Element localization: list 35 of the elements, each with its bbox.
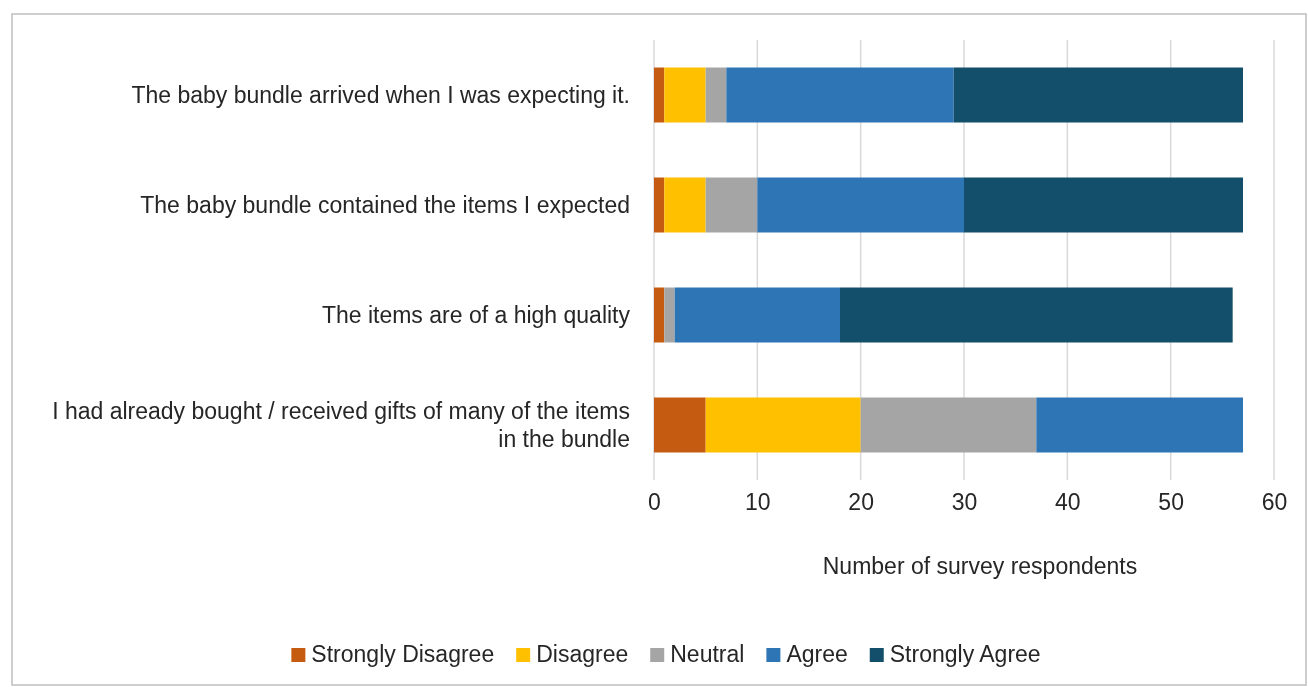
bar: [654, 67, 665, 123]
bar: [757, 177, 964, 233]
legend-label: Strongly Disagree: [311, 641, 495, 667]
x-tick-label: 60: [1261, 489, 1288, 516]
bar: [674, 287, 840, 343]
x-tick-label: 40: [1055, 489, 1081, 516]
bar: [664, 177, 706, 233]
bar: [953, 67, 1243, 123]
bar: [860, 397, 1037, 453]
bar: [1036, 397, 1243, 453]
legend-label: Disagree: [536, 641, 629, 667]
bar: [654, 287, 665, 343]
bar: [705, 67, 727, 123]
x-tick-label: 50: [1158, 489, 1184, 516]
y-tick-label: The baby bundle contained the items I expected: [140, 192, 630, 218]
x-tick-label: 0: [648, 489, 661, 516]
x-tick-label: 30: [951, 489, 978, 516]
y-tick-label: The items are of a high quality: [321, 302, 631, 328]
legend-label: Neutral: [670, 641, 745, 667]
bar: [964, 177, 1243, 233]
bar: [726, 67, 954, 123]
bar: [654, 177, 665, 233]
bar: [705, 177, 758, 233]
y-tick-label: The baby bundle arrived when I was expecting it.: [131, 82, 630, 108]
x-axis-title: Number of survey respondents: [822, 553, 1138, 579]
bar: [840, 287, 1233, 343]
bar: [654, 397, 706, 453]
y-tick-label: I had already bought / received gifts of many of the items in the bundle: [52, 398, 630, 452]
x-tick-label: 10: [745, 489, 771, 516]
x-tick-label: 20: [848, 489, 874, 516]
legend-label: Strongly Agree: [889, 641, 1041, 667]
bar: [664, 287, 675, 343]
legend-label: Agree: [786, 641, 848, 667]
bar: [664, 67, 706, 123]
bar: [705, 397, 861, 453]
